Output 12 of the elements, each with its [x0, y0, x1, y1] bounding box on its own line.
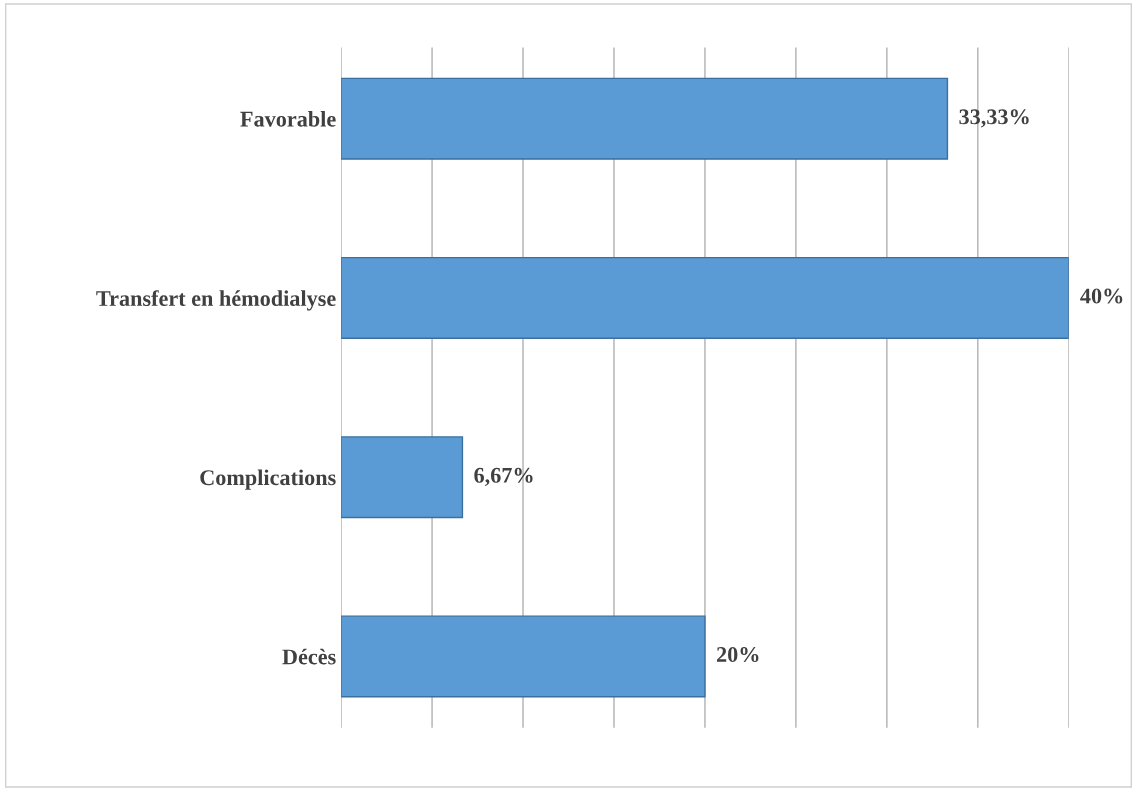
data-label: 33,33% — [959, 109, 1029, 128]
y-tick-label: Décès — [282, 648, 336, 665]
bar — [341, 77, 949, 160]
data-label: 6,67% — [474, 467, 533, 486]
data-label: 40% — [1080, 288, 1123, 304]
bar — [341, 256, 1069, 339]
y-tick-label: Transfert en hémodialyse — [96, 290, 336, 311]
data-label: 20% — [716, 647, 759, 663]
bar — [341, 436, 464, 519]
y-tick-label: Favorable — [240, 111, 336, 127]
y-tick-label: Complications — [200, 469, 336, 490]
bar — [341, 615, 706, 698]
